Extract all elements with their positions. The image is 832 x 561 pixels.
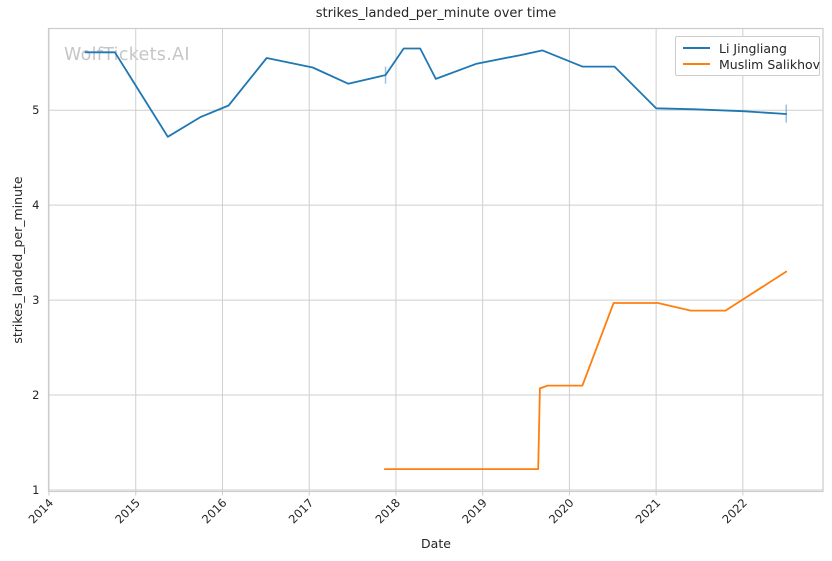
x-tick-label: 2017: [286, 496, 317, 527]
watermark: WolfTickets.AI: [64, 45, 190, 65]
chart-title: strikes_landed_per_minute over time: [315, 6, 557, 21]
y-tick-label: 2: [32, 388, 39, 402]
series-line-muslim-salikhov: [383, 270, 788, 471]
legend-line-swatch: [683, 47, 710, 49]
x-tick-label: 2019: [459, 496, 490, 527]
x-tick-label: 2021: [633, 496, 664, 527]
y-axis-label: strikes_landed_per_minute: [10, 176, 25, 344]
y-tick-label: 4: [32, 198, 39, 212]
x-tick-label: 2015: [112, 496, 143, 527]
x-tick-label: 2016: [199, 496, 230, 527]
y-tick-label: 5: [32, 103, 39, 117]
x-tick-label: 2014: [26, 496, 57, 527]
x-tick-label: 2018: [372, 496, 403, 527]
legend: Li Jingliang Muslim Salikhov: [675, 36, 820, 76]
plot-border: [47, 27, 824, 493]
legend-item: Li Jingliang: [683, 41, 812, 56]
legend-label: Muslim Salikhov: [719, 56, 821, 72]
legend-item: Muslim Salikhov: [683, 57, 820, 72]
series-line-li-jingliang: [84, 47, 788, 138]
legend-label: Li Jingliang: [719, 40, 787, 56]
y-tick-label: 3: [32, 293, 39, 307]
y-tick-label: 1: [32, 483, 39, 497]
x-tick-label: 2020: [546, 496, 577, 527]
x-axis-label: Date: [421, 536, 451, 551]
legend-line-swatch: [683, 63, 710, 65]
x-tick-label: 2022: [719, 496, 750, 527]
